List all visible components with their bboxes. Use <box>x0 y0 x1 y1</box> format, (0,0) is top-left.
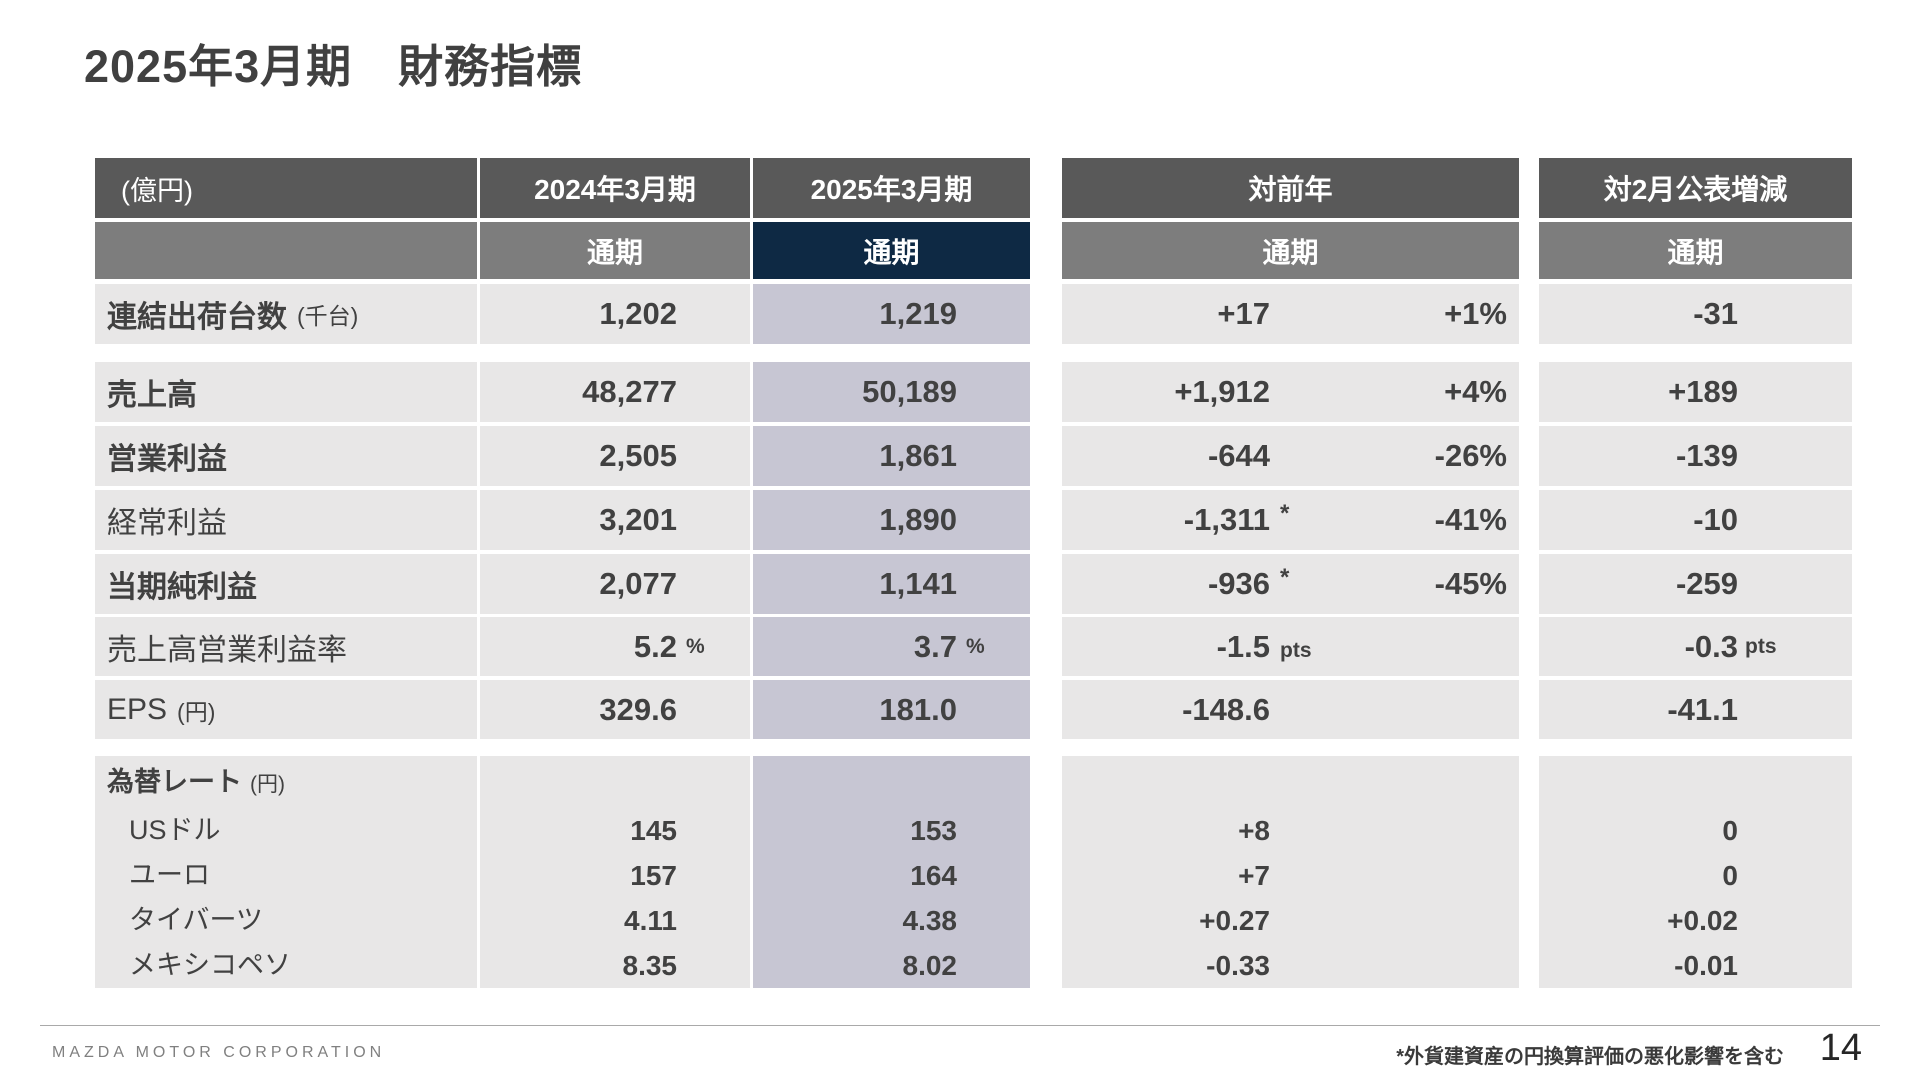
cell-yoy: +17 +1% <box>1062 284 1519 344</box>
period-cell-fy2024: 通期 <box>480 222 750 279</box>
fx-cell-fy2025: 153 164 4.38 8.02 <box>753 756 1030 988</box>
cell-fy2024: 329.6 <box>480 680 750 739</box>
company-name: MAZDA MOTOR CORPORATION <box>52 1044 386 1061</box>
cell-fy2025: 1,861 <box>753 426 1030 486</box>
fx-label-cell: 為替レート (円) USドル ユーロ タイバーツ メキシコペソ <box>95 756 477 988</box>
period-cell-yoy: 通期 <box>1062 222 1519 279</box>
header-cell-fy2025: 2025年3月期 <box>753 158 1030 218</box>
cell-vs-feb: -259 <box>1539 554 1852 614</box>
table-row-operating-profit: 営業利益 2,505 1,861 -644 -26% -139 <box>95 426 1852 486</box>
period-cell-empty <box>95 222 477 279</box>
period-header-row: 通期 通期 通期 通期 <box>95 222 1852 279</box>
fx-cell-yoy: +8 +7 +0.27 -0.33 <box>1062 756 1519 988</box>
row-label-cell: 連結出荷台数 (千台) <box>95 284 477 344</box>
cell-fy2025: 181.0 <box>753 680 1030 739</box>
header-cell-vs-feb: 対2月公表増減 <box>1539 158 1852 218</box>
fx-currency-label: メキシコペソ <box>129 950 291 980</box>
cell-fy2024: 2,505 <box>480 426 750 486</box>
row-label-cell: 経常利益 <box>95 490 477 550</box>
cell-yoy: -644 -26% <box>1062 426 1519 486</box>
header-cell-yoy: 対前年 <box>1062 158 1519 218</box>
fx-currency-label: タイバーツ <box>129 905 263 935</box>
row-label-cell: EPS (円) <box>95 680 477 739</box>
footnote: *外貨建資産の円換算評価の悪化影響を含む <box>1396 1046 1784 1068</box>
cell-vs-feb: -10 <box>1539 490 1852 550</box>
table-row-units: 連結出荷台数 (千台) 1,202 1,219 +17 +1% -31 <box>95 284 1852 344</box>
fx-cell-fy2024: 145 157 4.11 8.35 <box>480 756 750 988</box>
fx-currency-label: ユーロ <box>129 860 210 890</box>
cell-vs-feb: +189 <box>1539 362 1852 422</box>
table-row-ordinary-profit: 経常利益 3,201 1,890 -1,311 * -41% -10 <box>95 490 1852 550</box>
header-cell-unit: (億円) <box>95 158 477 218</box>
row-label-cell: 当期純利益 <box>95 554 477 614</box>
cell-fy2024: 3,201 <box>480 490 750 550</box>
cell-yoy: -1.5 pts <box>1062 617 1519 676</box>
table-row-revenue: 売上高 48,277 50,189 +1,912 +4% +189 <box>95 362 1852 422</box>
cell-vs-feb: -41.1 <box>1539 680 1852 739</box>
table-row-eps: EPS (円) 329.6 181.0 -148.6 -41.1 <box>95 680 1852 739</box>
cell-vs-feb: -0.3 pts <box>1539 617 1852 676</box>
cell-fy2024: 5.2% <box>480 617 750 676</box>
row-label-cell: 売上高 <box>95 362 477 422</box>
table-row-net-income: 当期純利益 2,077 1,141 -936 * -45% -259 <box>95 554 1852 614</box>
footer-divider <box>40 1025 1880 1026</box>
period-cell-vs-feb: 通期 <box>1539 222 1852 279</box>
cell-fy2024: 48,277 <box>480 362 750 422</box>
cell-fy2025: 3.7% <box>753 617 1030 676</box>
cell-yoy: -148.6 <box>1062 680 1519 739</box>
period-cell-fy2025-highlight: 通期 <box>753 222 1030 279</box>
cell-yoy: +1,912 +4% <box>1062 362 1519 422</box>
cell-fy2025: 1,890 <box>753 490 1030 550</box>
cell-vs-feb: -139 <box>1539 426 1852 486</box>
financial-table: (億円) 2024年3月期 2025年3月期 対前年 対2月公表増減 通期 通期… <box>95 158 1852 988</box>
cell-vs-feb: -31 <box>1539 284 1852 344</box>
cell-yoy: -1,311 * -41% <box>1062 490 1519 550</box>
cell-yoy: -936 * -45% <box>1062 554 1519 614</box>
header-cell-fy2024: 2024年3月期 <box>480 158 750 218</box>
unit-note: (億円) <box>121 175 193 206</box>
cell-fy2025: 1,141 <box>753 554 1030 614</box>
fx-header: 為替レート (円) <box>107 767 285 797</box>
page-title: 2025年3月期 財務指標 <box>84 41 583 92</box>
cell-fy2025: 1,219 <box>753 284 1030 344</box>
row-label-cell: 売上高営業利益率 <box>95 617 477 676</box>
page-number: 14 <box>1819 1027 1862 1069</box>
table-row-operating-margin: 売上高営業利益率 5.2% 3.7% -1.5 pts -0.3 pts <box>95 617 1852 676</box>
fx-currency-label: USドル <box>129 815 221 845</box>
fx-cell-vs-feb: 0 0 +0.02 -0.01 <box>1539 756 1852 988</box>
cell-fy2024: 2,077 <box>480 554 750 614</box>
cell-fy2025: 50,189 <box>753 362 1030 422</box>
table-header-row: (億円) 2024年3月期 2025年3月期 対前年 対2月公表増減 <box>95 158 1852 218</box>
fx-rate-block: 為替レート (円) USドル ユーロ タイバーツ メキシコペソ 145 157 4… <box>95 756 1852 988</box>
cell-fy2024: 1,202 <box>480 284 750 344</box>
row-label-cell: 営業利益 <box>95 426 477 486</box>
